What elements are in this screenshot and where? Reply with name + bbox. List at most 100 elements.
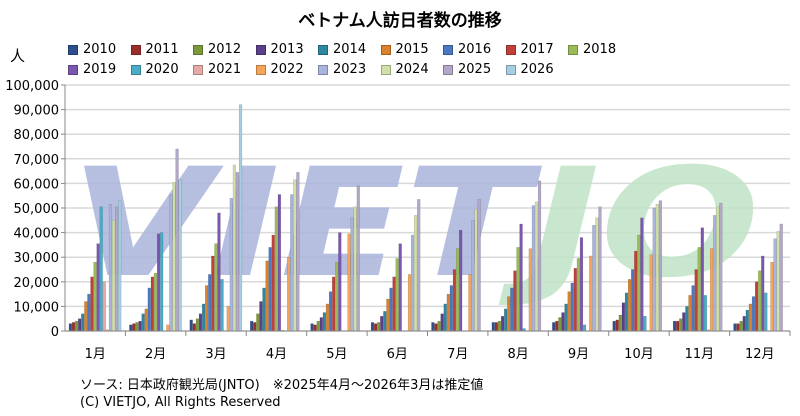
bar-2025-9 (598, 206, 602, 332)
bar-2013-4 (259, 301, 263, 332)
chart-title: ベトナム人訪日者数の推移 (298, 11, 502, 31)
x-tick-label: 2月 (145, 347, 166, 362)
bar-2013-9 (561, 312, 565, 332)
legend-swatch (380, 64, 391, 75)
legend-swatch (68, 44, 78, 55)
bar-2018-8 (516, 247, 520, 332)
bar-2023-5 (350, 217, 354, 332)
legend-swatch (443, 64, 453, 75)
y-tick-label: 100,000 (5, 79, 59, 94)
bar-2012-1 (74, 320, 79, 332)
bar-2022-4 (287, 257, 291, 332)
x-tick-label: 11月 (685, 347, 715, 362)
watermark-logo-blue: VIET (70, 137, 543, 311)
bar-2025-3 (235, 172, 240, 332)
bar-2016-6 (389, 287, 393, 332)
legend-label: 2019 (83, 62, 117, 77)
legend-swatch (318, 44, 328, 55)
bar-2019-2 (156, 233, 161, 332)
bar-2017-4 (271, 234, 275, 332)
bar-2013-8 (500, 316, 505, 332)
bar-2018-3 (214, 243, 218, 332)
y-tick-label: 40,000 (14, 227, 60, 242)
bar-2017-3 (211, 255, 215, 332)
bar-2012-5 (316, 320, 320, 332)
legend-swatch (193, 64, 203, 75)
bar-2025-8 (537, 180, 542, 332)
bar-2014-2 (141, 313, 145, 332)
y-tick-label: 60,000 (14, 177, 60, 192)
legend-swatch (505, 44, 516, 55)
bar-2018-11 (697, 247, 701, 332)
bar-2012-8 (497, 320, 502, 332)
bar-2025-2 (175, 148, 179, 332)
bar-2016-5 (328, 291, 333, 332)
bar-2023-9 (592, 225, 596, 332)
bar-2015-7 (446, 293, 450, 332)
bar-2025-1 (115, 206, 119, 332)
legend-item-2020: 2020 (130, 62, 179, 77)
bar-2017-1 (90, 276, 94, 332)
x-tick-label: 5月 (326, 347, 347, 362)
x-tick-label: 12月 (745, 347, 775, 362)
x-tick-label: 10月 (624, 347, 654, 362)
bar-2026-3 (238, 104, 243, 332)
bar-2014-6 (383, 311, 387, 332)
x-tick-label: 1月 (85, 347, 106, 362)
bar-2017-5 (332, 276, 336, 332)
legend-item-2014: 2014 (318, 42, 366, 57)
bar-2024-10 (655, 204, 659, 332)
bar-2019-3 (217, 212, 221, 332)
bar-2024-9 (595, 217, 599, 332)
bar-2019-1 (96, 243, 100, 332)
bar-2022-12 (770, 261, 774, 332)
bar-2012-7 (437, 320, 441, 332)
bar-2013-6 (380, 316, 384, 332)
bar-2010-4 (250, 320, 254, 332)
bar-2016-4 (268, 247, 272, 332)
bar-2015-8 (507, 296, 511, 332)
bar-2011-7 (434, 323, 438, 332)
bar-2017-9 (573, 268, 577, 332)
bar-2015-10 (627, 279, 632, 332)
legend-swatch (255, 64, 266, 75)
bar-2015-9 (567, 291, 571, 332)
legend-label: 2013 (270, 42, 304, 57)
bar-2023-6 (410, 234, 415, 332)
bar-2022-6 (407, 274, 412, 332)
bar-2023-12 (773, 238, 777, 332)
legend-item-2017: 2017 (505, 42, 554, 57)
y-tick-label: 20,000 (14, 276, 60, 291)
bar-2024-11 (716, 206, 720, 332)
bar-2023-4 (290, 194, 294, 332)
bar-2013-10 (621, 302, 625, 332)
bar-2010-11 (672, 320, 677, 332)
bar-2014-12 (745, 309, 749, 332)
bar-2014-7 (443, 303, 447, 332)
y-axis-unit: 人 (10, 47, 26, 65)
bar-2012-9 (558, 317, 562, 332)
bar-2024-12 (776, 231, 780, 332)
legend-item-2025: 2025 (443, 62, 491, 77)
bar-2014-8 (504, 308, 508, 332)
legend-item-2019: 2019 (68, 62, 116, 77)
legend-swatch (380, 44, 391, 55)
bar-2013-1 (78, 318, 82, 332)
bar-2022-3 (226, 306, 230, 332)
bar-2010-9 (552, 322, 556, 332)
bar-2022-10 (649, 254, 653, 332)
legend-label: 2023 (333, 62, 367, 77)
legend-swatch (443, 44, 453, 55)
bar-2025-12 (779, 223, 783, 332)
bar-2016-3 (208, 274, 212, 332)
bar-2017-10 (634, 250, 638, 332)
legend-item-2015: 2015 (380, 42, 429, 57)
bar-2016-2 (147, 287, 151, 332)
bar-2011-9 (555, 320, 559, 332)
legend-label: 2014 (333, 42, 367, 57)
bar-2011-6 (373, 323, 378, 332)
bar-2018-1 (93, 261, 97, 332)
bar-2020-10 (643, 316, 647, 332)
bar-2012-4 (256, 313, 260, 332)
